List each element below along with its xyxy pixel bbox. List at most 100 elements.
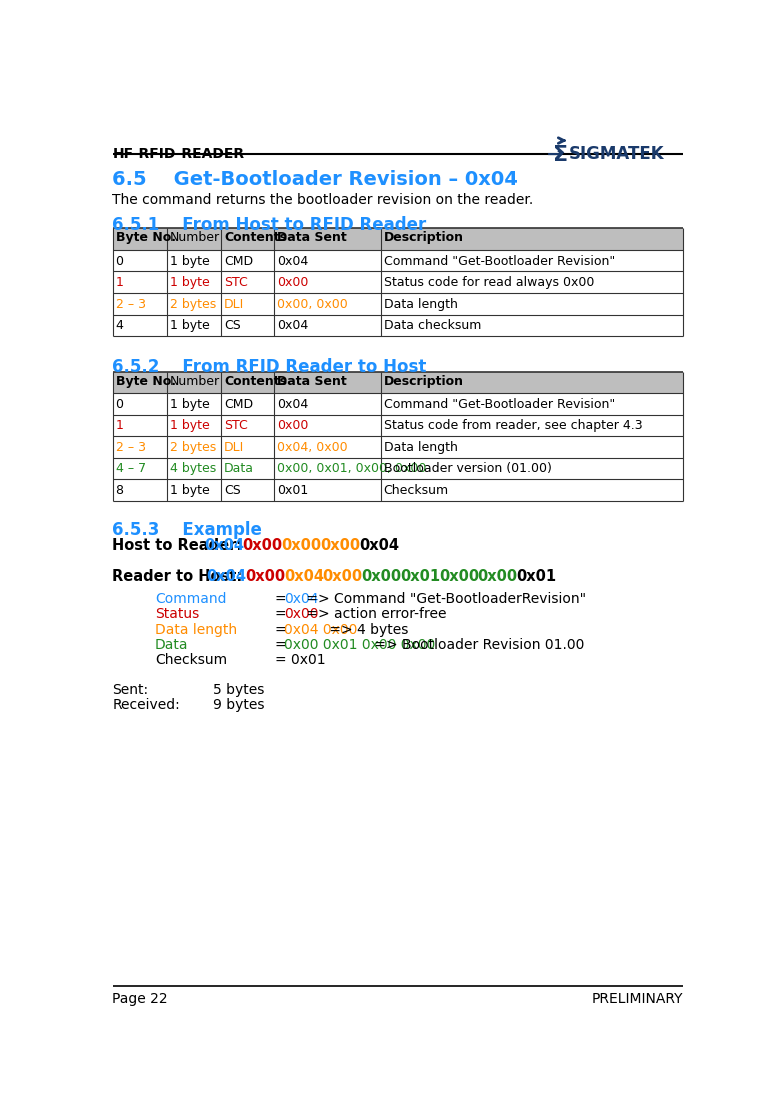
Text: 5 bytes: 5 bytes [213,682,265,697]
Text: 0x01: 0x01 [516,569,556,584]
Text: Data length: Data length [384,441,458,454]
Text: 0x00: 0x00 [284,607,319,622]
Text: Bootloader version (01.00): Bootloader version (01.00) [384,463,552,475]
Text: Data: Data [155,638,189,652]
Text: Sent:: Sent: [113,682,149,697]
Text: Checksum: Checksum [384,484,449,497]
Text: 0x00 0x01 0x00 0x00: 0x00 0x01 0x00 0x00 [284,638,435,652]
Text: Description: Description [384,232,464,244]
Text: 6.5    Get-Bootloader Revision – 0x04: 6.5 Get-Bootloader Revision – 0x04 [113,170,518,189]
Text: =: = [275,591,291,606]
Text: 0x04: 0x04 [284,569,324,584]
Text: 1 byte: 1 byte [170,398,210,411]
Text: 4: 4 [116,319,123,333]
Text: Contents: Contents [224,232,287,244]
Text: Description: Description [384,375,464,388]
Text: 0x04: 0x04 [204,538,244,553]
Text: 0x01: 0x01 [400,569,440,584]
Text: 0x00: 0x00 [243,538,282,553]
Text: 0x00: 0x00 [323,569,362,584]
Text: 6.5.3    Example: 6.5.3 Example [113,521,262,539]
Text: Reader to Host:: Reader to Host: [113,569,248,584]
Text: STC: STC [224,419,248,432]
Text: 0x00: 0x00 [362,569,401,584]
Text: DLI: DLI [224,298,244,310]
Text: Checksum: Checksum [155,653,227,668]
Text: 2 bytes: 2 bytes [170,298,216,310]
Text: 0x04: 0x04 [277,398,308,411]
Text: => action error-free: => action error-free [303,607,447,622]
Text: 1 byte: 1 byte [170,319,210,333]
Text: PRELIMINARY: PRELIMINARY [591,992,683,1006]
Text: SIGMATEK: SIGMATEK [569,146,664,164]
Text: =: = [275,638,291,652]
Text: →: → [546,146,563,165]
Text: 1: 1 [116,419,123,432]
Text: 0x04: 0x04 [206,569,246,584]
Text: Byte No.: Byte No. [116,232,175,244]
Text: 4 bytes: 4 bytes [170,463,216,475]
Text: 1 byte: 1 byte [170,419,210,432]
Text: DLI: DLI [224,441,244,454]
Text: 0x04 0x00: 0x04 0x00 [284,623,358,636]
Text: 6.5.1    From Host to RFID Reader: 6.5.1 From Host to RFID Reader [113,216,427,234]
Text: Number: Number [170,232,220,244]
Text: 2 bytes: 2 bytes [170,441,216,454]
Text: 0x04: 0x04 [284,591,319,606]
Text: = 0x01: = 0x01 [275,653,326,668]
Text: 0x00: 0x00 [477,569,518,584]
Text: 2 – 3: 2 – 3 [116,298,146,310]
Text: CMD: CMD [224,254,253,268]
Text: 2 – 3: 2 – 3 [116,441,146,454]
Text: Command: Command [155,591,227,606]
Text: 0x00: 0x00 [438,569,479,584]
Text: CMD: CMD [224,398,253,411]
Text: 0x04: 0x04 [277,254,308,268]
Text: 0x01: 0x01 [277,484,308,497]
Text: 0x00: 0x00 [277,419,308,432]
Text: 0: 0 [116,254,123,268]
Text: Contents: Contents [224,375,287,388]
Text: 0x04: 0x04 [277,319,308,333]
Text: 0x00: 0x00 [245,569,285,584]
Text: 0x00: 0x00 [277,276,308,289]
Text: 0x00, 0x00: 0x00, 0x00 [277,298,348,310]
Text: 0x00: 0x00 [282,538,321,553]
Text: The command returns the bootloader revision on the reader.: The command returns the bootloader revis… [113,193,534,207]
Text: HF-RFID-READER: HF-RFID-READER [113,147,244,161]
Text: =: = [275,623,291,636]
Text: Host to Reader:: Host to Reader: [113,538,248,553]
Bar [113,228,683,250]
Text: 1 byte: 1 byte [170,254,210,268]
Text: 0x04, 0x00: 0x04, 0x00 [277,441,348,454]
Text: Σ: Σ [553,146,569,165]
Text: 0: 0 [116,398,123,411]
Text: Command "Get-Bootloader Revision": Command "Get-Bootloader Revision" [384,398,615,411]
Text: Number: Number [170,375,220,388]
Text: Data length: Data length [155,623,237,636]
Text: Data Sent: Data Sent [277,232,347,244]
Text: Page 22: Page 22 [113,992,168,1006]
Text: STC: STC [224,276,248,289]
Text: Data Sent: Data Sent [277,375,347,388]
Text: => Bootloader Revision 01.00: => Bootloader Revision 01.00 [370,638,585,652]
Text: => Command "Get-BootloaderRevision": => Command "Get-BootloaderRevision" [303,591,587,606]
Text: Data: Data [224,463,254,475]
Text: 1 byte: 1 byte [170,484,210,497]
Text: 0x00, 0x01, 0x00, 0x00: 0x00, 0x01, 0x00, 0x00 [277,463,426,475]
Text: 1 byte: 1 byte [170,276,210,289]
Text: CS: CS [224,484,241,497]
Text: Data checksum: Data checksum [384,319,481,333]
Text: Command "Get-Bootloader Revision": Command "Get-Bootloader Revision" [384,254,615,268]
Text: Status: Status [155,607,199,622]
Text: 0x04: 0x04 [359,538,399,553]
Text: Status code for read always 0x00: Status code for read always 0x00 [384,276,594,289]
Text: 4 – 7: 4 – 7 [116,463,146,475]
Bar [113,372,683,393]
Text: 9 bytes: 9 bytes [213,698,265,712]
Text: 8: 8 [116,484,123,497]
Text: => 4 bytes: => 4 bytes [325,623,408,636]
Text: 1: 1 [116,276,123,289]
Text: Received:: Received: [113,698,180,712]
Text: Status code from reader, see chapter 4.3: Status code from reader, see chapter 4.3 [384,419,643,432]
